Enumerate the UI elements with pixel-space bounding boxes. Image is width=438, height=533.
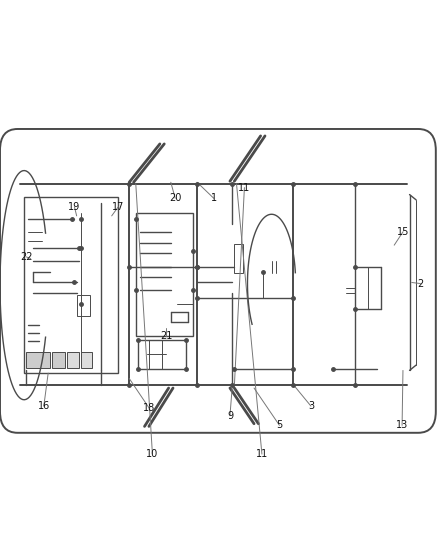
Text: 22: 22	[20, 252, 32, 262]
Bar	[138, 340, 186, 369]
Bar	[24, 197, 118, 373]
Bar	[81, 352, 92, 368]
Text: 5: 5	[276, 421, 283, 430]
Text: 19: 19	[68, 202, 81, 212]
Text: 16: 16	[38, 401, 50, 411]
Bar	[67, 352, 79, 368]
FancyBboxPatch shape	[0, 129, 436, 433]
Text: 1: 1	[211, 193, 217, 203]
Text: 13: 13	[396, 421, 408, 430]
Bar	[234, 244, 243, 273]
Text: 15: 15	[397, 227, 409, 237]
Text: 9: 9	[227, 411, 233, 421]
Text: 21: 21	[160, 331, 173, 341]
Text: 10: 10	[146, 449, 159, 459]
Text: 11: 11	[256, 449, 268, 459]
Text: 20: 20	[169, 193, 181, 203]
Text: 3: 3	[308, 401, 314, 411]
Bar	[136, 213, 193, 336]
Bar	[52, 352, 65, 368]
Text: 11: 11	[238, 183, 251, 192]
Text: 2: 2	[417, 279, 424, 288]
Bar	[26, 352, 50, 368]
Text: 17: 17	[112, 202, 124, 212]
Text: 18: 18	[143, 403, 155, 413]
Bar	[77, 295, 90, 316]
